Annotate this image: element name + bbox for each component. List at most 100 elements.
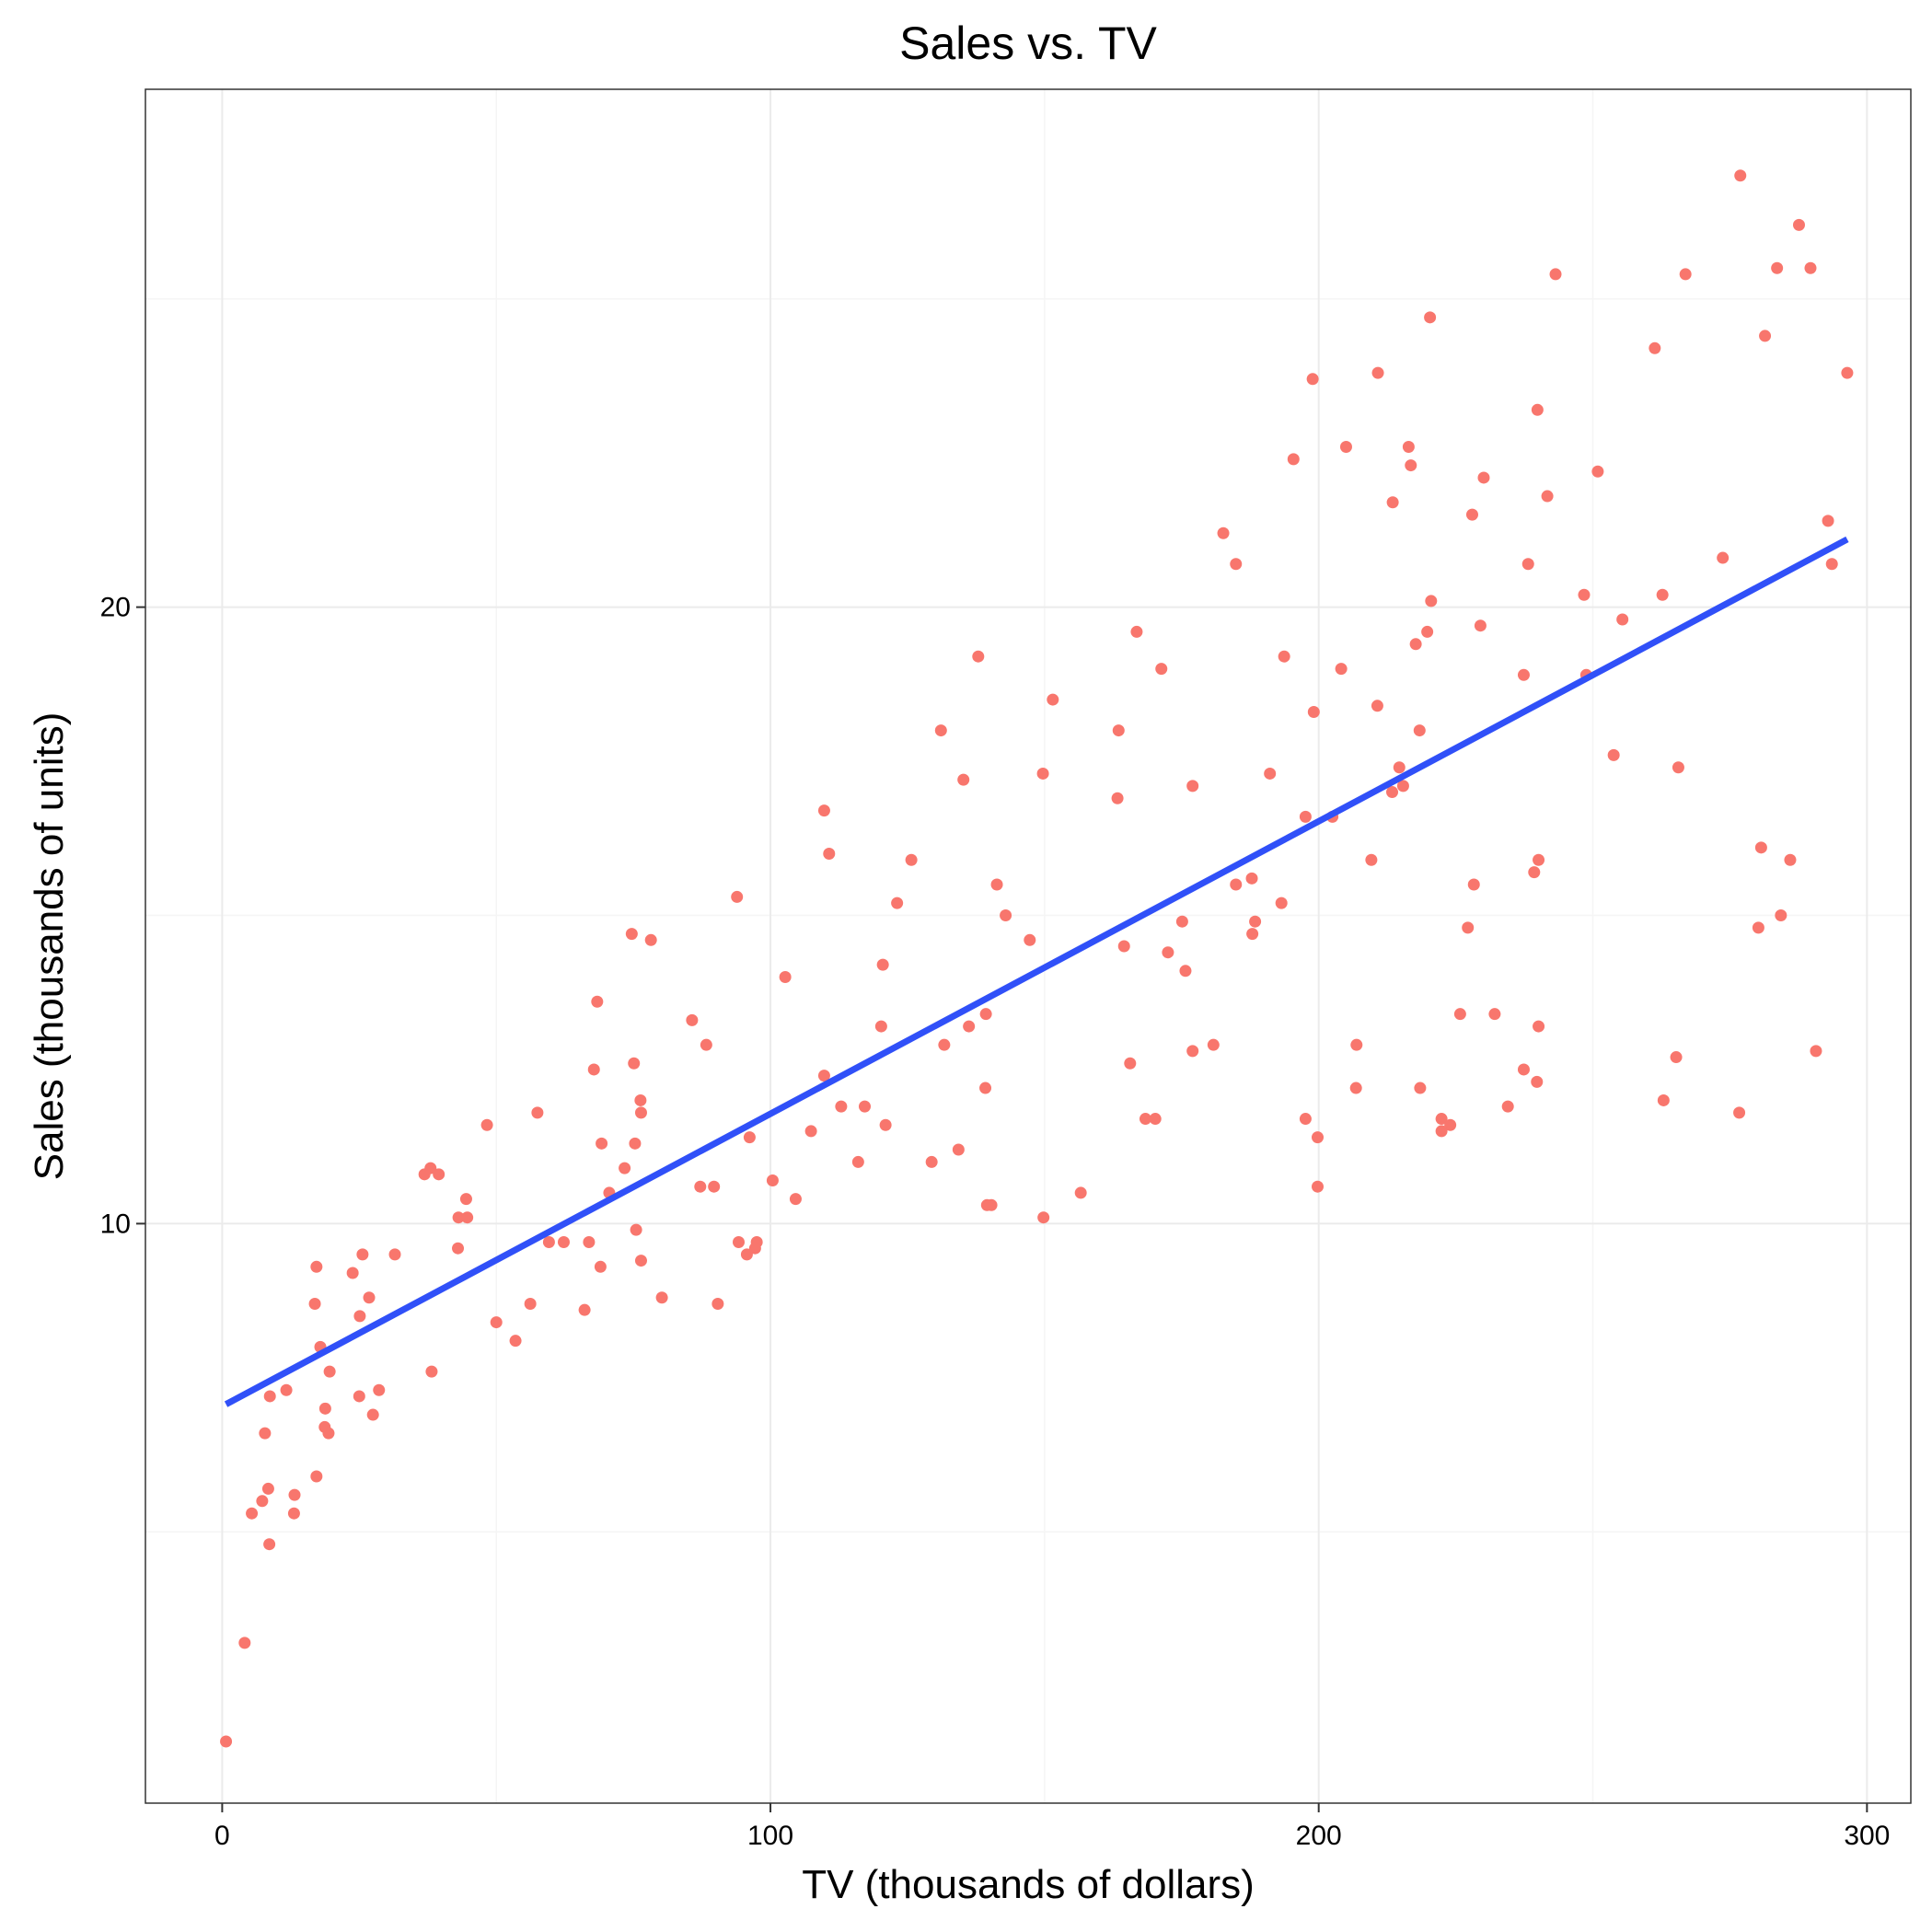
data-point xyxy=(1111,792,1124,804)
data-point xyxy=(1591,465,1604,478)
data-point xyxy=(318,1402,331,1415)
data-points xyxy=(220,169,1854,1748)
data-point xyxy=(1278,650,1290,663)
data-point xyxy=(708,1180,721,1193)
data-point xyxy=(1130,625,1143,638)
data-point xyxy=(963,1020,976,1033)
data-point xyxy=(587,1063,600,1076)
axis-ticks: 0 100 200 300 10 20 xyxy=(100,593,1891,1851)
data-point xyxy=(1349,1082,1362,1094)
data-point xyxy=(1444,1118,1457,1131)
data-point xyxy=(259,1427,272,1440)
data-point xyxy=(1501,1100,1514,1113)
data-point xyxy=(1488,1008,1501,1021)
y-tick-label: 10 xyxy=(100,1209,131,1239)
data-point xyxy=(1139,1113,1151,1126)
data-point xyxy=(740,1248,753,1261)
data-point xyxy=(366,1408,379,1421)
data-point xyxy=(952,1143,965,1156)
data-point xyxy=(1517,668,1530,681)
data-point xyxy=(1275,897,1288,909)
data-point xyxy=(731,890,744,903)
data-point xyxy=(353,1310,366,1323)
y-tick-label: 20 xyxy=(100,593,131,623)
data-point xyxy=(1477,471,1490,484)
data-point xyxy=(310,1470,323,1483)
data-point xyxy=(925,1155,938,1168)
data-point xyxy=(1414,1082,1427,1094)
data-point xyxy=(634,1255,647,1267)
data-point xyxy=(817,804,830,817)
data-point xyxy=(634,1106,647,1119)
data-point xyxy=(1350,1038,1363,1051)
data-point xyxy=(1124,1057,1137,1070)
data-point xyxy=(1249,915,1262,928)
data-point xyxy=(1607,748,1620,761)
x-tick-label: 100 xyxy=(747,1821,793,1851)
data-point xyxy=(1299,810,1312,823)
data-point xyxy=(732,1235,745,1248)
data-point xyxy=(694,1180,707,1193)
data-point xyxy=(280,1383,293,1396)
data-point xyxy=(655,1291,668,1304)
data-point xyxy=(957,773,970,786)
data-point xyxy=(261,1482,274,1495)
data-point xyxy=(1672,761,1684,774)
data-point xyxy=(630,1223,642,1236)
data-point xyxy=(1465,508,1478,521)
data-point xyxy=(1245,872,1258,885)
data-point xyxy=(1528,866,1541,879)
data-point xyxy=(596,1137,608,1150)
regression-line xyxy=(224,536,1849,1407)
data-point xyxy=(287,1507,300,1520)
data-point xyxy=(748,1242,761,1255)
y-axis-title: Sales (thousands of units) xyxy=(27,712,72,1181)
data-point xyxy=(1393,761,1406,774)
x-tick-label: 0 xyxy=(214,1821,230,1851)
data-point xyxy=(1000,909,1012,922)
data-point xyxy=(1409,638,1422,651)
data-point xyxy=(1386,786,1399,799)
data-point xyxy=(851,1155,864,1168)
data-point xyxy=(1733,1106,1746,1119)
data-point xyxy=(459,1193,472,1206)
data-point xyxy=(1717,551,1730,564)
data-point xyxy=(1371,366,1384,379)
data-point xyxy=(1549,268,1562,281)
data-point xyxy=(1453,1008,1466,1021)
data-point xyxy=(1312,1180,1325,1193)
data-point xyxy=(238,1637,251,1649)
data-point xyxy=(905,853,918,866)
data-point xyxy=(1616,613,1629,626)
data-point xyxy=(1462,921,1475,934)
data-point xyxy=(628,1057,641,1070)
data-point xyxy=(858,1100,871,1113)
data-point xyxy=(1804,261,1817,274)
data-point xyxy=(1047,693,1059,706)
data-point xyxy=(452,1211,465,1224)
data-point xyxy=(1365,853,1378,866)
data-point xyxy=(766,1174,779,1187)
data-point xyxy=(388,1248,401,1261)
data-point xyxy=(1474,619,1487,632)
data-point xyxy=(876,958,889,971)
data-point xyxy=(1531,1075,1544,1088)
data-point xyxy=(1531,403,1544,416)
data-point xyxy=(1335,663,1348,676)
data-point xyxy=(1656,588,1669,601)
data-point xyxy=(356,1248,369,1261)
data-point xyxy=(891,897,904,909)
data-point xyxy=(323,1365,336,1378)
data-point xyxy=(629,1137,642,1150)
data-point xyxy=(1517,1063,1530,1076)
data-point xyxy=(1246,928,1259,941)
data-point xyxy=(1810,1045,1822,1058)
data-point xyxy=(1533,1020,1545,1033)
data-point xyxy=(1264,767,1277,780)
data-point xyxy=(879,1118,892,1131)
data-point xyxy=(1287,453,1300,466)
data-point xyxy=(263,1390,276,1403)
data-point xyxy=(1175,915,1188,928)
data-point xyxy=(619,1162,631,1174)
plot-panel-border xyxy=(145,88,1912,1804)
